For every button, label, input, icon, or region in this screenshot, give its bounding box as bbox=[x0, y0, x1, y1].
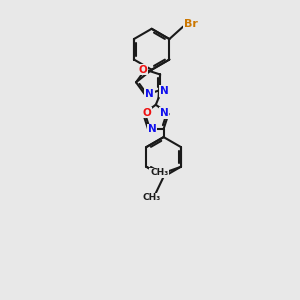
Text: O: O bbox=[138, 64, 147, 75]
Text: N: N bbox=[160, 108, 169, 118]
Text: N: N bbox=[160, 86, 169, 96]
Text: CH₃: CH₃ bbox=[150, 168, 169, 177]
Text: N: N bbox=[148, 124, 157, 134]
Text: O: O bbox=[143, 108, 152, 118]
Text: N: N bbox=[145, 89, 154, 99]
Text: CH₃: CH₃ bbox=[143, 194, 161, 202]
Text: Br: Br bbox=[184, 19, 197, 29]
